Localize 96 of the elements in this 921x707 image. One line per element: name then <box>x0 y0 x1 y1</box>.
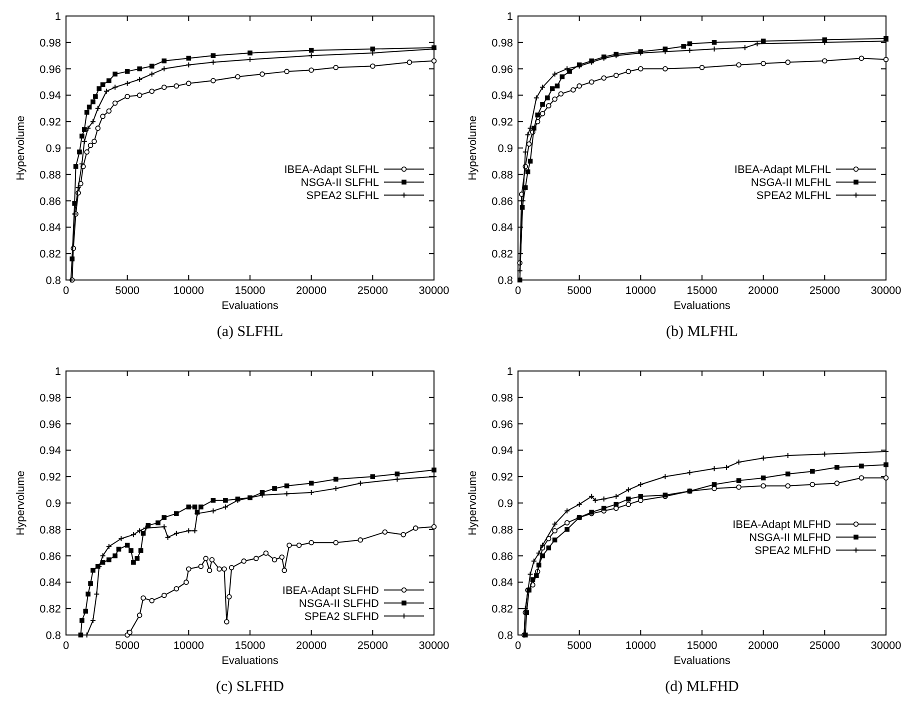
y-tick-label: 0.82 <box>492 604 513 616</box>
y-axis-title: Hypervolume <box>15 470 27 536</box>
y-tick-label: 0.98 <box>40 37 61 50</box>
x-tick-label: 10000 <box>625 285 656 297</box>
y-tick-label: 0.88 <box>40 169 61 182</box>
y-tick-label: 0.98 <box>492 37 513 50</box>
legend-label: IBEA-Adapt MLFHD <box>732 519 832 532</box>
legend-label: IBEA-Adapt SLFHD <box>282 585 380 597</box>
x-tick-label: 15000 <box>234 285 266 297</box>
text: (d) MLFHD <box>665 679 740 695</box>
y-tick-label: 0.86 <box>40 550 61 563</box>
y-tick-label: 0.96 <box>40 418 61 431</box>
x-axis-title: Evaluations <box>674 300 731 312</box>
y-tick-label: 0.92 <box>492 116 513 129</box>
y-tick-label: 0.9 <box>46 143 61 155</box>
y-tick-label: 0.96 <box>492 64 513 76</box>
text: (b) MLFHL <box>666 324 738 340</box>
y-tick-label: 0.98 <box>40 392 61 404</box>
x-axis-title: Evaluations <box>222 300 279 312</box>
y-tick-label: 0.96 <box>40 64 61 76</box>
text: (c) SLFHD <box>216 679 284 695</box>
y-tick-label: 0.82 <box>40 604 61 616</box>
x-tick-label: 0 <box>514 285 522 297</box>
y-tick-label: 0.94 <box>492 445 513 458</box>
x-tick-label: 10000 <box>625 640 656 652</box>
y-tick-label: 0.8 <box>498 275 513 287</box>
x-tick-label: 20000 <box>748 285 779 297</box>
x-tick-label: 5000 <box>567 285 592 297</box>
x-tick-label: 0 <box>62 640 70 652</box>
text: (a) SLFHL <box>216 324 284 340</box>
x-tick-label: 25000 <box>357 285 388 297</box>
y-tick-label: 0.88 <box>492 169 513 182</box>
legend-label: SPEA2 MLFHL <box>756 190 831 202</box>
y-tick-label: 1 <box>506 11 513 23</box>
y-tick-label: 0.96 <box>492 418 513 431</box>
x-tick-label: 0 <box>514 640 522 652</box>
x-tick-label: 25000 <box>809 285 840 297</box>
y-tick-label: 0.88 <box>40 524 61 536</box>
x-tick-label: 0 <box>62 285 70 297</box>
legend-label: NSGA-II SLFHD <box>298 598 380 610</box>
y-axis-title: Hypervolume <box>15 116 27 180</box>
x-axis-title: Evaluations <box>674 655 731 667</box>
legend-label: NSGA-II MLFHD <box>749 532 832 544</box>
x-tick-label: 10000 <box>173 640 204 652</box>
y-tick-label: 0.86 <box>40 196 61 208</box>
x-tick-label: 5000 <box>115 285 140 297</box>
legend-label: SPEA2 MLFHD <box>754 545 832 558</box>
y-tick-label: 0.82 <box>492 248 513 261</box>
y-tick-label: 0.92 <box>492 472 513 484</box>
x-tick-label: 20000 <box>296 285 327 297</box>
y-axis-title: Hypervolume <box>467 116 479 180</box>
legend-label: SPEA2 SLFHD <box>304 611 380 623</box>
legend-label: NSGA-II MLFHL <box>750 177 831 190</box>
x-tick-label: 30000 <box>870 640 902 652</box>
legend-label: SPEA2 SLFHL <box>306 190 379 202</box>
y-tick-label: 0.84 <box>40 222 61 234</box>
y-tick-label: 0.88 <box>492 524 513 536</box>
x-tick-label: 15000 <box>234 640 266 652</box>
y-tick-label: 0.8 <box>498 630 513 642</box>
x-axis-title: Evaluations <box>222 655 279 667</box>
legend-label: NSGA-II SLFHL <box>300 177 379 190</box>
y-tick-label: 1 <box>54 366 61 378</box>
y-tick-label: 0.92 <box>40 116 61 129</box>
y-tick-label: 0.94 <box>40 90 61 102</box>
y-tick-label: 1 <box>506 366 513 378</box>
x-tick-label: 25000 <box>357 640 388 652</box>
y-tick-label: 0.86 <box>492 550 513 563</box>
y-tick-label: 1 <box>54 11 61 23</box>
y-tick-label: 0.94 <box>492 90 513 102</box>
x-tick-label: 30000 <box>870 285 902 297</box>
x-tick-label: 20000 <box>748 640 779 652</box>
y-axis-title: Hypervolume <box>467 470 479 536</box>
y-tick-label: 0.94 <box>40 445 61 458</box>
x-tick-label: 30000 <box>418 285 450 297</box>
x-tick-label: 5000 <box>115 640 140 652</box>
y-tick-label: 0.82 <box>40 248 61 261</box>
y-tick-label: 0.86 <box>492 196 513 208</box>
y-tick-label: 0.98 <box>492 392 513 404</box>
legend-label: IBEA-Adapt MLFHL <box>734 164 831 176</box>
y-tick-label: 0.9 <box>498 498 513 510</box>
y-tick-label: 0.8 <box>46 275 61 287</box>
x-tick-label: 10000 <box>173 285 204 297</box>
y-tick-label: 0.84 <box>492 222 513 234</box>
y-tick-label: 0.84 <box>40 577 61 590</box>
x-tick-label: 25000 <box>809 640 840 652</box>
legend-label: IBEA-Adapt SLFHL <box>284 164 379 176</box>
y-tick-label: 0.9 <box>498 143 513 155</box>
y-tick-label: 0.9 <box>46 498 61 510</box>
x-tick-label: 30000 <box>418 640 450 652</box>
x-tick-label: 5000 <box>567 640 592 652</box>
x-tick-label: 15000 <box>686 285 718 297</box>
y-tick-label: 0.84 <box>492 577 513 590</box>
y-tick-label: 0.8 <box>46 630 61 642</box>
x-tick-label: 15000 <box>686 640 718 652</box>
y-tick-label: 0.92 <box>40 472 61 484</box>
x-tick-label: 20000 <box>296 640 327 652</box>
